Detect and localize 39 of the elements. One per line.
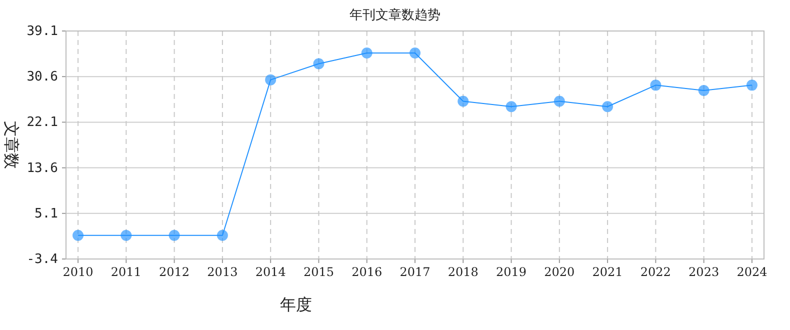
x-tick-label: 2018 — [448, 265, 478, 279]
point — [698, 85, 710, 96]
x-tick-label: 2013 — [207, 265, 238, 279]
point — [361, 47, 372, 58]
x-tick-label: 2014 — [255, 265, 286, 279]
point — [168, 230, 180, 241]
point — [506, 101, 517, 112]
point — [265, 74, 276, 86]
x-tick-label: 2020 — [544, 265, 575, 279]
y-tick-label: 22.1 — [26, 115, 58, 130]
x-tick-label: 2021 — [592, 265, 623, 279]
x-tick-label: 2024 — [736, 265, 768, 279]
point — [216, 230, 228, 241]
x-tick-label: 2010 — [62, 265, 94, 279]
point — [458, 96, 469, 107]
point — [313, 58, 324, 70]
point — [72, 230, 84, 241]
point — [650, 80, 662, 91]
y-tick-label: -3.4 — [26, 252, 58, 267]
x-tick-label: 2023 — [688, 265, 720, 279]
y-tick-label: 5.1 — [34, 206, 58, 222]
point — [120, 230, 132, 241]
x-tick-label: 2017 — [400, 265, 430, 279]
x-tick-label: 2015 — [303, 265, 334, 279]
x-tick-label: 2022 — [640, 265, 671, 279]
y-tick-label: 30.6 — [26, 70, 58, 85]
y-tick-label: 39.1 — [26, 24, 58, 39]
y-tick-label: 13.6 — [26, 160, 58, 176]
point — [746, 80, 758, 91]
point — [554, 96, 565, 107]
chart-title: 年刊文章数趋势 — [350, 8, 440, 23]
x-tick-label: 2011 — [110, 265, 142, 279]
x-tick-label: 2019 — [496, 265, 527, 279]
x-axis-title: 年度 — [280, 295, 312, 314]
point — [602, 101, 614, 112]
y-axis-title: 文章数 — [2, 121, 21, 169]
x-tick-label: 2012 — [159, 265, 190, 279]
point — [410, 47, 420, 58]
x-tick-label: 2016 — [352, 265, 382, 279]
